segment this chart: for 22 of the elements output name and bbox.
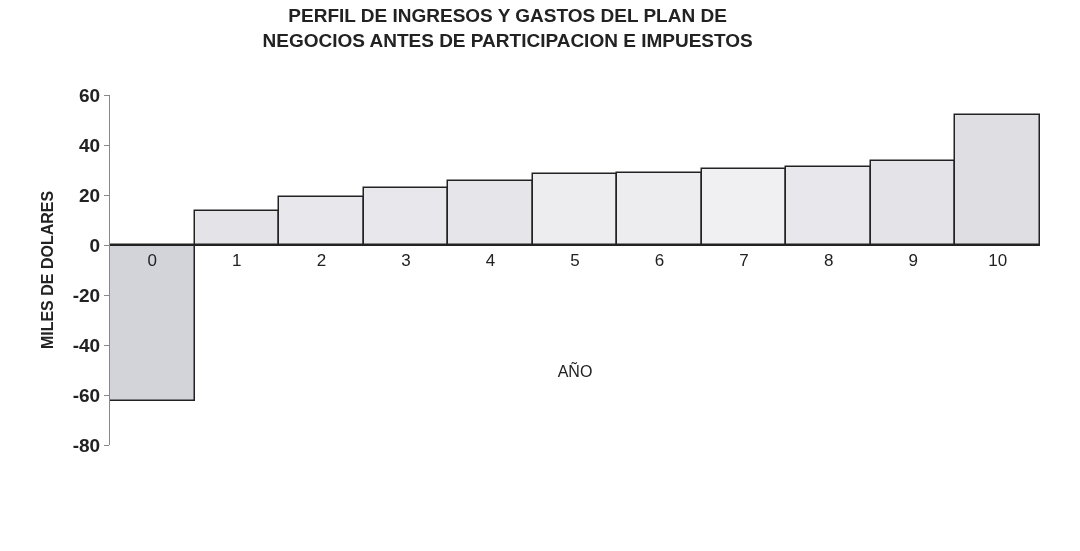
y-tick-label: -60	[72, 384, 101, 406]
x-tick-label: 5	[570, 251, 580, 271]
y-tick-label: -20	[72, 284, 101, 306]
x-tick-label: 8	[823, 251, 834, 271]
chart-title: PERFIL DE INGRESOS Y GASTOS DEL PLAN DE NEGOCIOS ANTES DE PARTICIPACION E IMPUESTOS	[262, 5, 753, 51]
x-tick-label: 1	[232, 251, 242, 271]
x-tick-label: 10	[988, 251, 1008, 271]
y-tick-label: 20	[79, 184, 101, 206]
y-tick-label: 60	[79, 84, 101, 106]
x-tick-label: 9	[908, 251, 918, 271]
y-tick-label: -40	[72, 334, 101, 356]
x-tick-label: 6	[654, 251, 665, 271]
x-tick-label: 4	[485, 251, 496, 271]
x-tick-label: 2	[316, 251, 327, 271]
x-tick-label: 0	[147, 251, 157, 271]
x-axis-title: AÑO	[557, 360, 593, 380]
y-axis-title: MILES DE DOLARES	[38, 190, 56, 350]
y-tick-label: 40	[79, 134, 101, 156]
x-tick-label: 7	[739, 251, 749, 271]
x-tick-label: 3	[401, 251, 411, 271]
y-tick-label: -80	[72, 434, 101, 456]
y-tick-label: 0	[89, 234, 101, 256]
